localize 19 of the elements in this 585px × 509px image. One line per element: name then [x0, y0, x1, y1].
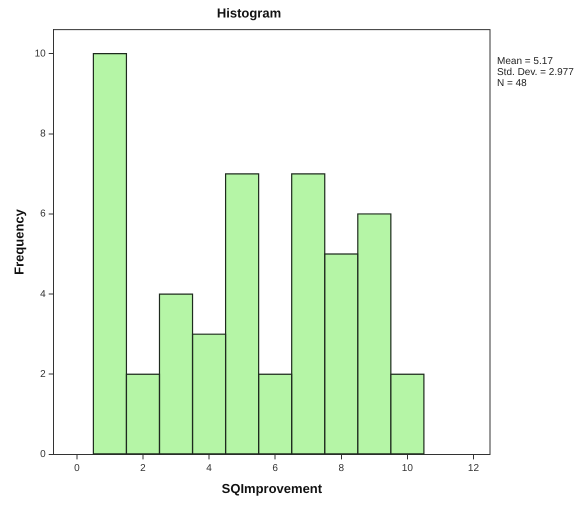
text: N = 48 [497, 78, 528, 89]
y-tick-label: 0 [40, 449, 46, 460]
y-tick-label: 2 [40, 369, 46, 380]
chart-title: Histogram [216, 5, 282, 20]
y-axis-title: Frequency [11, 208, 26, 275]
y-tick-label: 8 [40, 128, 46, 140]
y-tick-label: 6 [40, 208, 46, 220]
x-tick-label: 10 [402, 463, 414, 474]
x-tick-label: 12 [468, 463, 480, 474]
x-tick-label: 0 [74, 463, 80, 474]
x-tick-label: 8 [338, 463, 344, 474]
text: Mean = 5.17 [497, 56, 554, 67]
y-tick-label: 10 [34, 48, 46, 60]
x-tick-label: 4 [206, 463, 212, 474]
text: Std. Dev. = 2.977 [497, 67, 574, 78]
x-tick-label: 2 [140, 463, 146, 474]
x-axis-title: SQImprovement [222, 480, 323, 496]
x-tick-label: 6 [272, 463, 278, 474]
y-tick-label: 4 [40, 288, 46, 300]
